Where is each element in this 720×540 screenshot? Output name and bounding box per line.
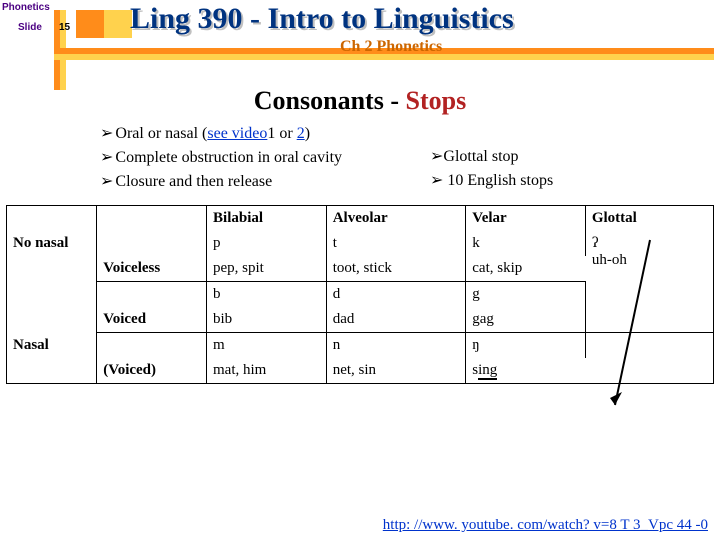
- bullet-item: ➢ 10 English stops: [430, 169, 553, 193]
- table-cell: t: [326, 231, 466, 256]
- title-prefix: Consonants -: [254, 86, 406, 115]
- bullet-arrow-icon: ➢: [430, 172, 443, 189]
- stops-table: Bilabial Alveolar Velar Glottal No nasal…: [6, 205, 714, 384]
- video-link-1[interactable]: see video: [207, 125, 267, 142]
- table-cell: [585, 333, 713, 384]
- table-cell: ŋ: [466, 333, 586, 359]
- badge-topic: Phonetics: [2, 2, 50, 13]
- bullet-arrow-icon: ➢: [100, 149, 113, 166]
- table-cell: Glottal: [585, 206, 713, 231]
- group-label: Nasal: [7, 333, 97, 384]
- table-cell: m: [207, 333, 327, 359]
- table-cell: cat, skip: [466, 256, 586, 282]
- table-row: b d g: [7, 282, 713, 308]
- table-cell: net, sin: [326, 358, 466, 383]
- footer-link[interactable]: http: //www. youtube. com/watch? v=8 T 3…: [383, 517, 708, 534]
- bullet-text: Oral or nasal (: [115, 125, 207, 142]
- table-cell: sing: [466, 358, 586, 383]
- row-label: [97, 282, 207, 308]
- table-cell: [585, 307, 713, 333]
- title-highlight: Stops: [406, 86, 467, 115]
- table-cell: Alveolar: [326, 206, 466, 231]
- bullet-item: ➢Oral or nasal (see video1 or 2): [100, 122, 342, 146]
- bullet-text: Complete obstruction in oral cavity: [115, 149, 342, 166]
- table-cell: toot, stick: [326, 256, 466, 282]
- table-cell: pep, spit: [207, 256, 327, 282]
- bullet-text: ): [305, 125, 310, 142]
- table-cell: [585, 282, 713, 308]
- bullet-arrow-icon: ➢: [430, 148, 443, 165]
- slide-title: Consonants - Stops: [0, 86, 720, 116]
- row-label: Voiced: [97, 307, 207, 333]
- bullet-item: ➢Complete obstruction in oral cavity: [100, 146, 342, 170]
- table-cell: mat, him: [207, 358, 327, 383]
- chapter-title: Ch 2 Phonetics: [340, 38, 442, 56]
- header: Phonetics Slide 15 Ling 390 - Intro to L…: [0, 0, 720, 90]
- bullet-item: ➢Closure and then release: [100, 170, 342, 194]
- table-cell: p: [207, 231, 327, 256]
- bullet-arrow-icon: ➢: [100, 125, 113, 142]
- decor-box-yellow: [104, 10, 132, 38]
- table-row: Voiced bib dad gag: [7, 307, 713, 333]
- bullet-text: Glottal stop: [443, 148, 518, 165]
- table-cell: g: [466, 282, 586, 308]
- row-label: Voiceless: [97, 256, 207, 282]
- table-cell: b: [207, 282, 327, 308]
- table-cell: bib: [207, 307, 327, 333]
- bullet-text: Closure and then release: [115, 173, 272, 190]
- table-cell: k: [466, 231, 586, 256]
- table-header-row: Bilabial Alveolar Velar Glottal: [7, 206, 713, 231]
- table-cell: d: [326, 282, 466, 308]
- group-label: No nasal: [7, 231, 97, 333]
- slide-number: 15: [59, 22, 70, 33]
- bullet-text: 10 English stops: [443, 172, 553, 189]
- table-cell: gag: [466, 307, 586, 333]
- table-cell: [97, 206, 207, 231]
- table-cell: Velar: [466, 206, 586, 231]
- table-cell: ʔuh-oh: [585, 231, 713, 282]
- row-label: [97, 231, 207, 256]
- bullets-right: ➢Glottal stop ➢ 10 English stops: [430, 145, 553, 193]
- badge-slide-label: Slide: [18, 22, 42, 33]
- table-cell: Bilabial: [207, 206, 327, 231]
- table-cell: n: [326, 333, 466, 359]
- decor-box-orange: [76, 10, 104, 38]
- bullets-left: ➢Oral or nasal (see video1 or 2) ➢Comple…: [100, 122, 342, 194]
- row-label: (Voiced): [97, 358, 207, 383]
- bullet-arrow-icon: ➢: [100, 173, 113, 190]
- youtube-link: http: //www. youtube. com/watch? v=8 T 3…: [383, 517, 708, 533]
- bullet-item: ➢Glottal stop: [430, 145, 553, 169]
- table-cell: [7, 206, 97, 231]
- bullet-text: 1 or: [267, 125, 296, 142]
- row-label: [97, 333, 207, 359]
- table-cell: dad: [326, 307, 466, 333]
- table-row: Nasal m n ŋ: [7, 333, 713, 359]
- table-row: No nasal p t k ʔuh-oh: [7, 231, 713, 256]
- video-link-2[interactable]: 2: [297, 125, 305, 142]
- course-title: Ling 390 - Intro to Linguistics: [130, 2, 514, 36]
